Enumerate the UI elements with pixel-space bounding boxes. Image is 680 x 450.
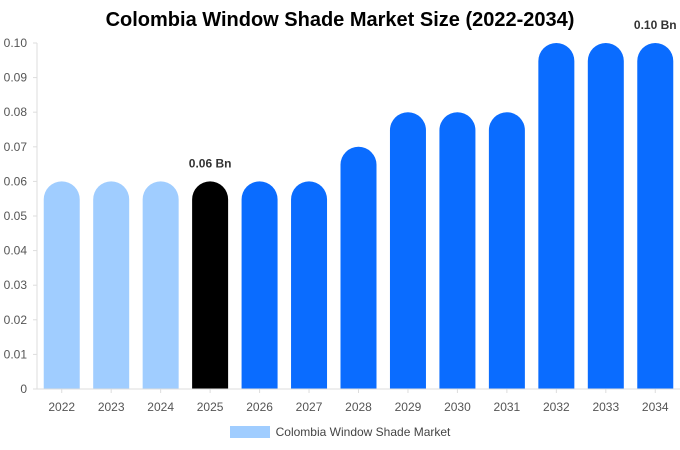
x-tick-label-2028: 2028 [345,400,372,414]
bar-2025 [192,181,229,389]
x-tick-label-2025: 2025 [197,400,224,414]
legend: Colombia Window Shade Market [0,425,680,439]
y-tick-label: 0.04 [4,244,28,258]
y-tick-label: 0.10 [4,36,28,50]
bar-2028 [340,146,377,389]
y-tick-label: 0 [20,382,27,396]
bar-2033 [587,43,624,389]
bar-2029 [389,112,426,389]
data-labels-group: 0.06 Bn 0.10 Bn [189,18,677,170]
y-tick-label: 0.08 [4,105,28,119]
x-axis: 2022 2023 2024 2025 2026 2027 2028 2029 2030 2031… [37,388,680,414]
legend-label: Colombia Window Shade Market [275,425,451,439]
x-tick-label-2027: 2027 [296,400,323,414]
x-tick-label-2022: 2022 [48,400,75,414]
x-tick-label-2030: 2030 [444,400,471,414]
x-tick-label-2032: 2032 [543,400,570,414]
legend-swatch [229,426,270,438]
y-tick-label: 0.02 [4,313,28,327]
y-tick-label: 0.07 [4,140,28,154]
data-label-2034: 0.10 Bn [634,18,677,32]
x-tick-label-2031: 2031 [494,400,521,414]
y-tick-label: 0.05 [4,209,28,223]
y-tick-label: 0.09 [4,71,28,85]
y-tick-label: 0.06 [4,174,28,188]
x-tick-label-2023: 2023 [98,400,125,414]
x-tick-label-2026: 2026 [246,400,273,414]
y-tick-label: 0.01 [4,347,28,361]
bars-group [43,43,674,389]
chart-title: Colombia Window Shade Market Size (2022-… [105,9,575,31]
x-tick-label-2034: 2034 [642,400,669,414]
bar-2030 [439,112,476,389]
bar-2032 [538,43,575,389]
x-tick-label-2024: 2024 [147,400,174,414]
bar-2026 [241,181,278,389]
x-tick-label-2029: 2029 [395,400,422,414]
bar-2027 [291,181,328,389]
bar-2034 [637,43,674,389]
y-axis: 0 0.01 0.02 0.03 0.04 0.05 0.06 0.07 0.08 0.09 0.1… [4,36,38,396]
x-tick-label-2033: 2033 [592,400,619,414]
bar-2023 [93,181,130,389]
bar-2022 [43,181,80,389]
bar-2024 [142,181,179,389]
y-tick-label: 0.03 [4,278,28,292]
bar-2031 [488,112,525,389]
data-label-2025: 0.06 Bn [189,156,232,170]
